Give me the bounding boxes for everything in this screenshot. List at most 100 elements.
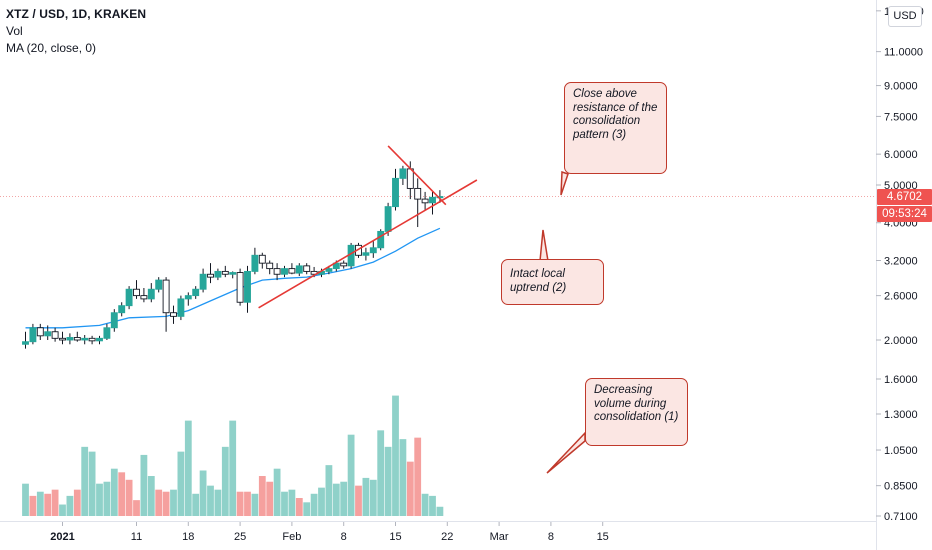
candle-body	[29, 327, 37, 343]
candle-body	[81, 337, 89, 341]
candle	[399, 165, 407, 185]
candle-body	[399, 168, 407, 179]
time-tick-label: 25	[234, 531, 246, 543]
candle-body	[66, 337, 74, 341]
volume-bar	[177, 451, 185, 516]
volume-bar	[66, 495, 74, 516]
volume-tick-label: 1.3000	[884, 409, 918, 421]
time-tick-label: Mar	[490, 531, 509, 543]
candle-body	[192, 288, 200, 297]
volume-bar	[118, 472, 126, 516]
candle	[244, 265, 251, 313]
candle-body	[251, 254, 259, 272]
candle	[110, 309, 118, 332]
candle	[236, 268, 244, 306]
volume-tick-label: 0.7100	[884, 511, 918, 523]
trendlines[interactable]	[258, 145, 478, 309]
candle	[59, 331, 66, 345]
candle	[73, 331, 81, 342]
volume-bar	[266, 481, 274, 516]
volume-bar	[318, 487, 325, 516]
callout-uptrend[interactable]: Intact local uptrend (2)	[501, 259, 604, 305]
candle-body	[244, 270, 251, 303]
volume-bar	[22, 483, 29, 516]
candle-body	[266, 262, 274, 270]
candle-body	[414, 187, 422, 200]
volume-bar	[325, 465, 333, 516]
volume-bar	[170, 489, 177, 516]
candle	[340, 260, 348, 269]
volume-bars	[22, 395, 444, 516]
candle	[81, 334, 89, 345]
time-tick-label: 8	[341, 531, 347, 543]
volume-tick-label: 1.0500	[884, 445, 918, 457]
candle-body	[133, 288, 140, 297]
candle	[170, 305, 177, 324]
volume-bar	[110, 468, 118, 516]
volume-bar	[59, 504, 66, 516]
trendline-uptrend	[258, 179, 478, 309]
volume-bar	[147, 476, 155, 516]
volume-bar	[436, 506, 444, 516]
candle	[118, 302, 126, 317]
candle	[429, 191, 436, 215]
time-axis[interactable]: 2021 11 18 25 Feb 8 15 22 Mar 8 15	[50, 522, 609, 543]
candle-body	[258, 254, 266, 264]
callout-volume[interactable]: Decreasing volume during consolidation (…	[585, 378, 688, 446]
ma-indicator-label[interactable]: MA (20, close, 0)	[6, 41, 97, 55]
time-tick-label: 22	[441, 531, 453, 543]
candle-body	[369, 247, 377, 254]
volume-bar	[140, 454, 148, 516]
candle	[221, 265, 229, 278]
candle	[369, 240, 377, 258]
volume-bar	[332, 483, 340, 516]
candle	[147, 283, 155, 303]
time-tick-label: 15	[389, 531, 401, 543]
callout-resistance[interactable]: Close above resistance of the consolidat…	[564, 82, 667, 174]
volume-bar	[377, 430, 385, 516]
candle	[96, 335, 103, 345]
volume-bar	[251, 493, 259, 516]
volume-bar	[421, 493, 429, 516]
candle	[29, 323, 37, 345]
volume-bar	[29, 495, 37, 516]
candle-body	[184, 295, 192, 300]
volume-bar	[236, 491, 244, 516]
candle-body	[73, 337, 81, 341]
candle-body	[229, 272, 237, 275]
candle	[214, 268, 222, 281]
volume-tick-label: 0.8500	[884, 481, 918, 493]
candle-body	[155, 279, 163, 290]
candle-body	[96, 337, 103, 342]
candle-body	[103, 327, 111, 339]
chart-legend: XTZ / USD, 1D, KRAKEN Vol MA (20, close,…	[6, 6, 146, 57]
candle-body	[51, 331, 59, 339]
symbol-title[interactable]: XTZ / USD, 1D, KRAKEN	[6, 7, 147, 21]
volume-bar	[162, 491, 170, 516]
price-tick-label: 7.5000	[884, 111, 918, 123]
volume-tick-label: 1.6000	[884, 374, 918, 386]
candlesticks	[22, 161, 444, 349]
volume-indicator-label[interactable]: Vol	[6, 24, 23, 38]
candle	[281, 265, 288, 278]
price-axis[interactable]: 2.00002.60003.20004.00005.00006.00007.50…	[876, 6, 924, 523]
volume-bar	[310, 493, 318, 516]
candle-body	[170, 312, 177, 317]
candle-body	[147, 288, 155, 300]
candle	[251, 247, 259, 275]
volume-bar	[229, 420, 237, 516]
currency-button[interactable]: USD	[888, 6, 922, 27]
candle-body	[236, 272, 244, 303]
candle-body	[44, 331, 52, 337]
volume-bar	[399, 439, 407, 516]
price-tick-label: 3.2000	[884, 255, 918, 267]
volume-bar	[362, 477, 370, 516]
candle	[288, 263, 296, 275]
ma-line	[25, 227, 441, 329]
candle	[155, 277, 163, 293]
candle	[66, 333, 74, 345]
volume-bar	[207, 485, 214, 516]
candle	[162, 277, 170, 332]
